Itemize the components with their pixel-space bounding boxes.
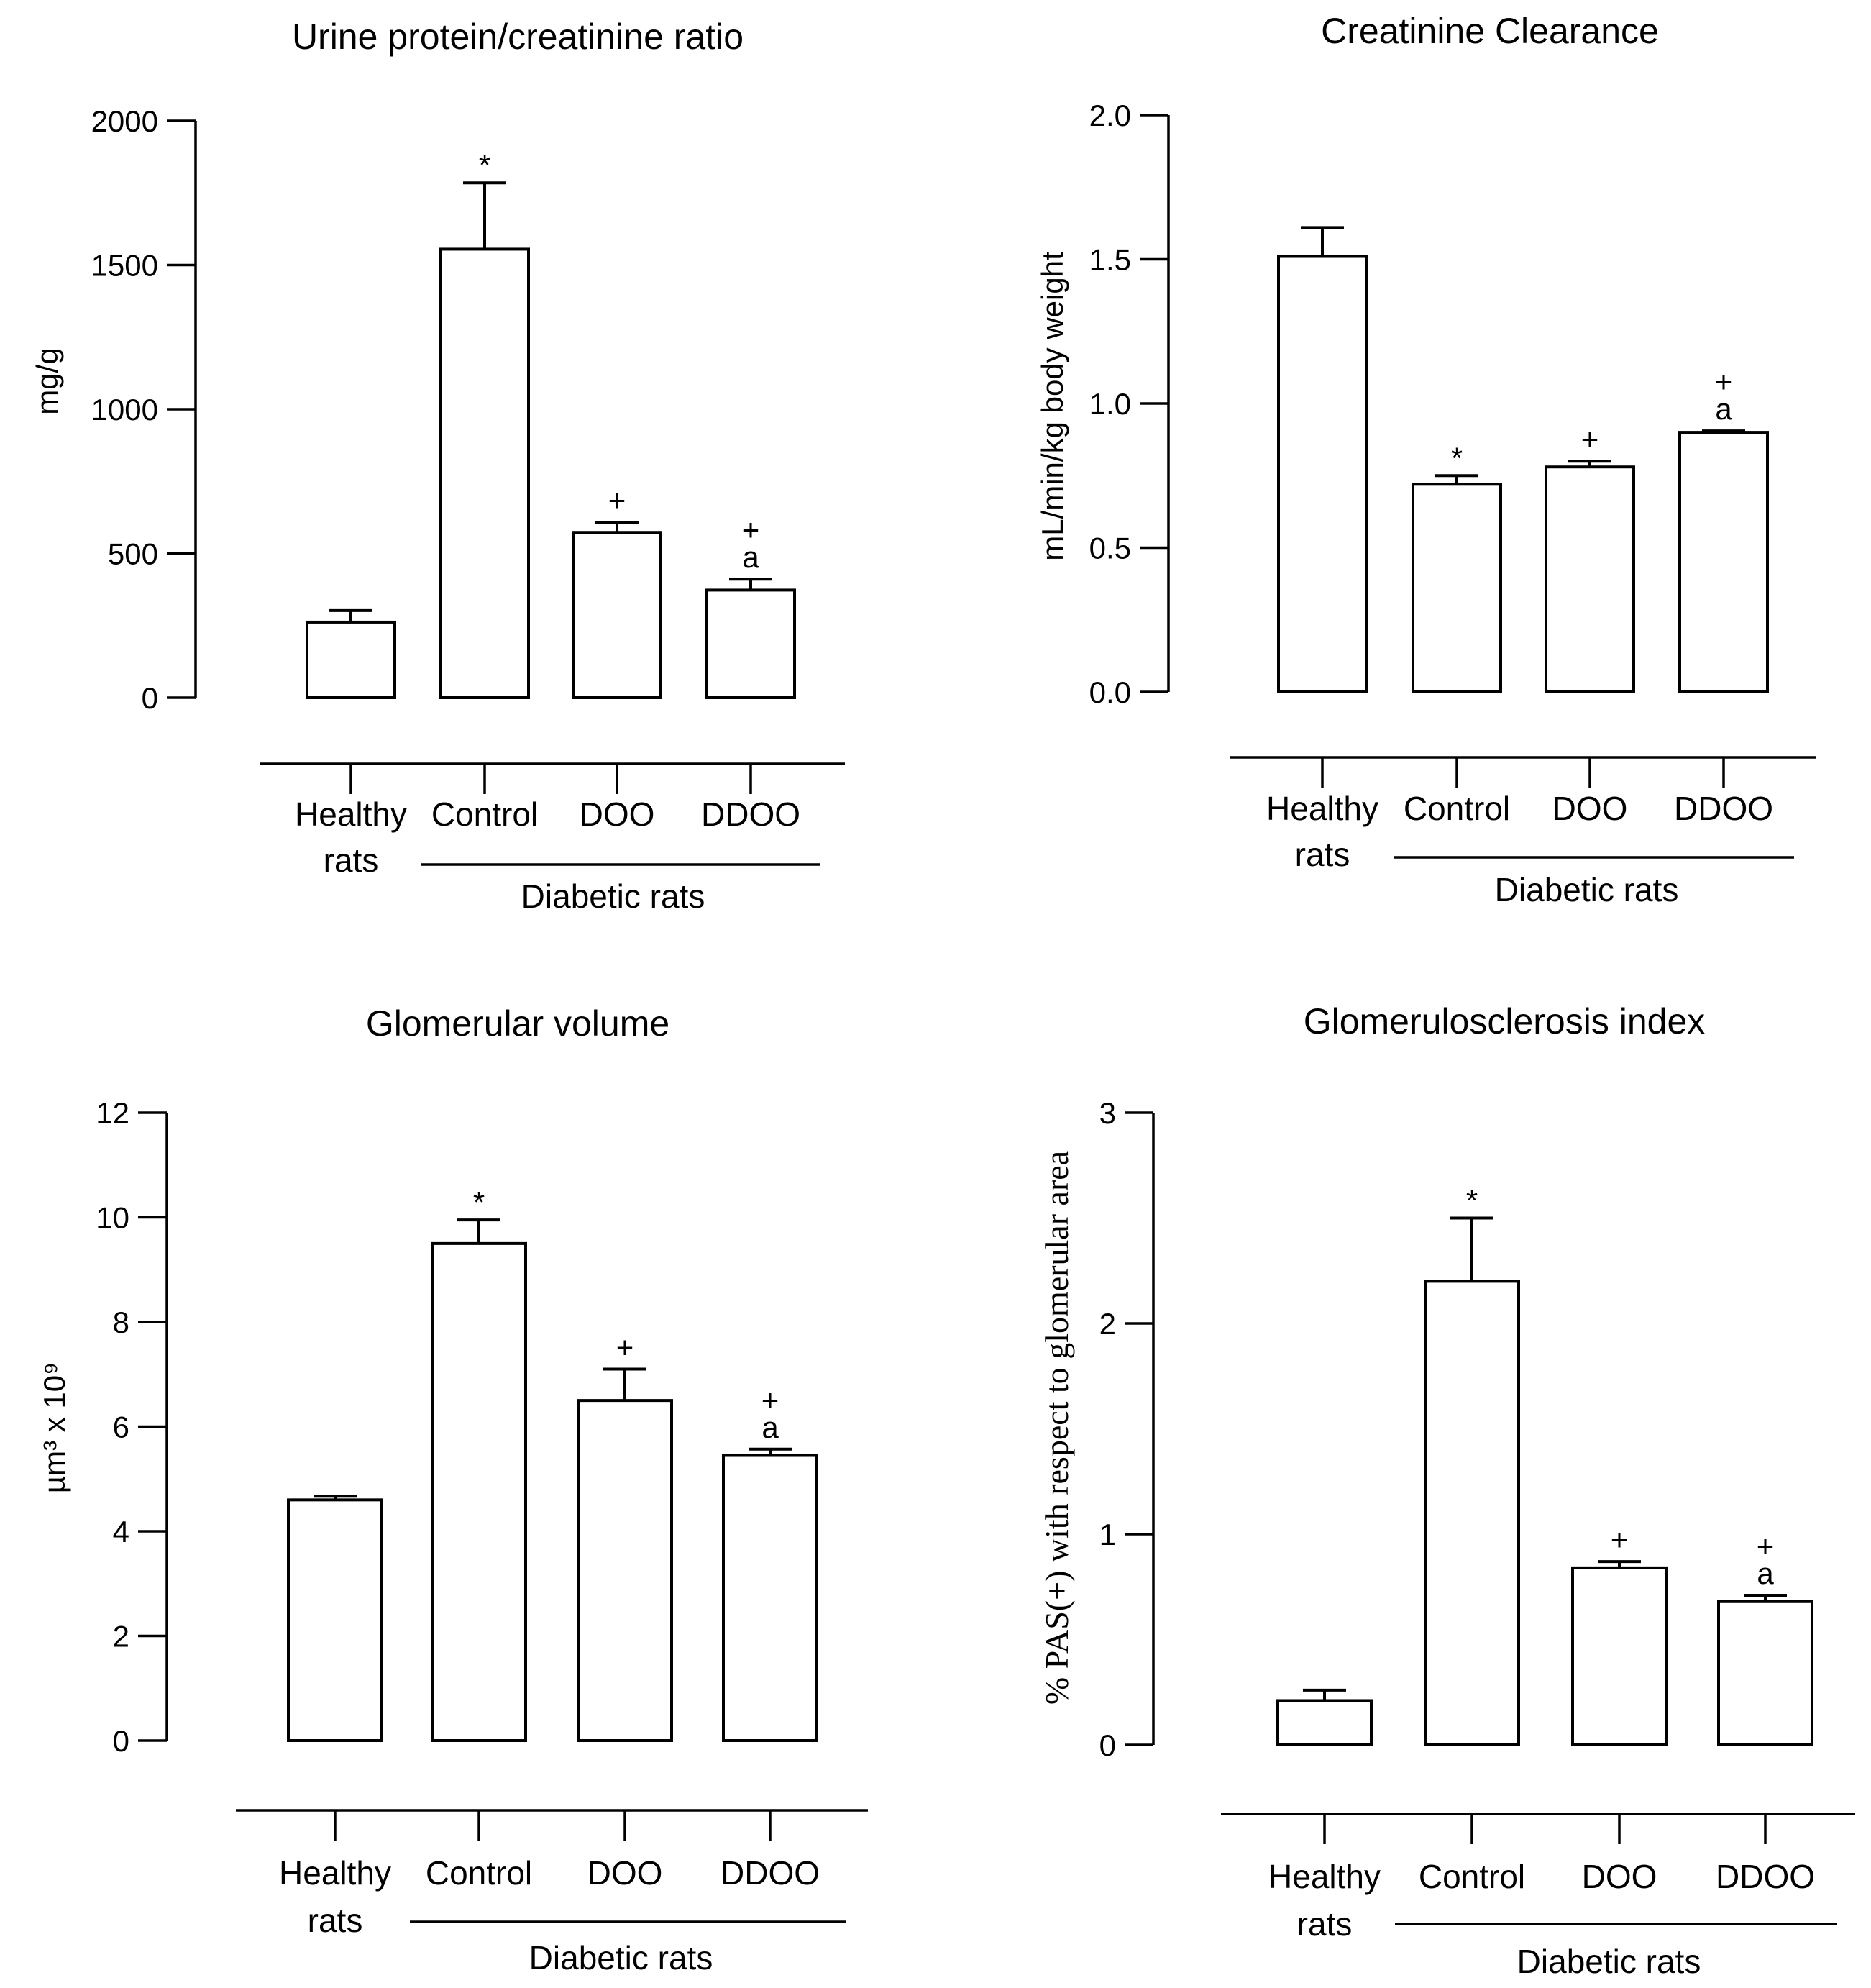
y-tick-label: 0: [1099, 1728, 1116, 1762]
y-tick-label: 2: [113, 1620, 129, 1654]
bar-doo: [1545, 465, 1635, 693]
bar-control: [1424, 1280, 1520, 1746]
x-tick-label: DDOO: [1716, 1858, 1815, 1895]
y-tick-label: 6: [113, 1410, 129, 1444]
y-tick-label: 4: [113, 1515, 129, 1549]
y-tick-label: 12: [96, 1096, 129, 1130]
y-axis-label: mg/g: [30, 347, 64, 414]
significance-marker: a: [742, 540, 759, 574]
x-tick-label: DOO: [580, 795, 655, 833]
significance-marker: +: [1757, 1529, 1775, 1563]
x-tick-label: DDOO: [701, 795, 800, 833]
y-tick-label: 1.0: [1089, 387, 1131, 421]
significance-marker: +: [1611, 1523, 1629, 1556]
y-tick-label: 8: [113, 1305, 129, 1339]
y-tick-label: 0.5: [1089, 532, 1131, 565]
y-tick-label: 2000: [91, 104, 158, 138]
significance-marker: +: [616, 1330, 634, 1364]
significance-marker: a: [1757, 1556, 1774, 1590]
bar-doo: [577, 1399, 673, 1742]
significance-marker: *: [1451, 441, 1463, 475]
chart-panel-4: Glomerulosclerosis index % PAS(+) with re…: [1038, 1001, 1855, 1980]
bar-healthy-rats: [1276, 1699, 1373, 1746]
y-tick-label: 0: [113, 1724, 129, 1758]
y-tick-label: 500: [108, 537, 158, 571]
bar-healthy-rats: [306, 620, 396, 699]
x-tick-label: rats: [1295, 836, 1350, 873]
significance-marker: a: [1715, 392, 1732, 426]
chart-title: Glomerulosclerosis index: [1304, 1001, 1706, 1041]
significance-marker: *: [473, 1185, 485, 1219]
x-tick-label: DDOO: [1674, 790, 1773, 827]
significance-marker: *: [1466, 1184, 1478, 1218]
x-tick-label: Control: [426, 1854, 532, 1892]
group-label: Diabetic rats: [1517, 1943, 1701, 1980]
chart-panel-1: Urine protein/creatinine ratio mg/g 0 500 10…: [30, 17, 845, 915]
y-tick-label: 0.0: [1089, 675, 1131, 709]
y-tick-label: 10: [96, 1201, 129, 1235]
bar-ddoo: [1717, 1600, 1813, 1747]
chart-title: Creatinine Clearance: [1321, 11, 1659, 51]
significance-marker: +: [761, 1383, 779, 1417]
chart-title: Glomerular volume: [366, 1003, 669, 1044]
y-tick-label: 1: [1099, 1518, 1116, 1551]
y-tick-label: 2.0: [1089, 99, 1131, 132]
x-tick-label: Healthy: [279, 1854, 391, 1892]
bar-ddoo: [705, 588, 796, 699]
bar-healthy-rats: [287, 1498, 383, 1743]
significance-marker: a: [761, 1410, 779, 1444]
y-tick-label: 2: [1099, 1307, 1116, 1341]
y-tick-label: 1.5: [1089, 243, 1131, 277]
significance-marker: +: [1715, 365, 1733, 398]
x-tick-label: Control: [1404, 790, 1510, 827]
x-tick-label: rats: [1297, 1905, 1353, 1943]
significance-marker: +: [1581, 422, 1599, 456]
group-label: Diabetic rats: [521, 877, 705, 915]
x-tick-label: Control: [431, 795, 538, 833]
significance-marker: +: [608, 483, 626, 517]
chart-title: Urine protein/creatinine ratio: [292, 17, 744, 57]
group-label: Diabetic rats: [1495, 871, 1679, 908]
x-tick-label: Control: [1419, 1858, 1525, 1895]
bar-doo: [572, 531, 662, 699]
y-axis-label: % PAS(+) with respect to glomerular area: [1038, 1151, 1075, 1705]
x-tick-label: rats: [324, 842, 379, 879]
y-tick-label: 1000: [91, 393, 158, 427]
y-tick-label: 1500: [91, 249, 158, 283]
bar-control: [431, 1241, 527, 1742]
y-tick-label: 0: [142, 681, 158, 715]
x-tick-label: DDOO: [721, 1854, 820, 1892]
bar-control: [1412, 483, 1502, 694]
y-axis-label: µm³ x 10⁹: [37, 1362, 71, 1493]
y-axis-label: mL/min/kg body weight: [1035, 252, 1069, 561]
x-tick-label: DOO: [1552, 790, 1628, 827]
significance-marker: +: [742, 513, 760, 547]
chart-panel-2: Creatinine Clearance mL/min/kg body weigh…: [1035, 11, 1816, 908]
x-tick-label: rats: [308, 1902, 363, 1939]
significance-marker: *: [479, 148, 490, 182]
x-tick-label: DOO: [587, 1854, 663, 1892]
bar-ddoo: [1678, 431, 1769, 693]
x-tick-label: Healthy: [295, 795, 407, 833]
bar-control: [439, 247, 530, 699]
x-tick-label: Healthy: [1266, 790, 1378, 827]
bar-ddoo: [722, 1454, 818, 1742]
bar-healthy-rats: [1277, 255, 1368, 693]
x-tick-label: Healthy: [1268, 1858, 1381, 1895]
bar-doo: [1571, 1566, 1668, 1746]
group-label: Diabetic rats: [529, 1939, 713, 1976]
y-tick-label: 3: [1099, 1096, 1116, 1130]
x-tick-label: DOO: [1582, 1858, 1657, 1895]
